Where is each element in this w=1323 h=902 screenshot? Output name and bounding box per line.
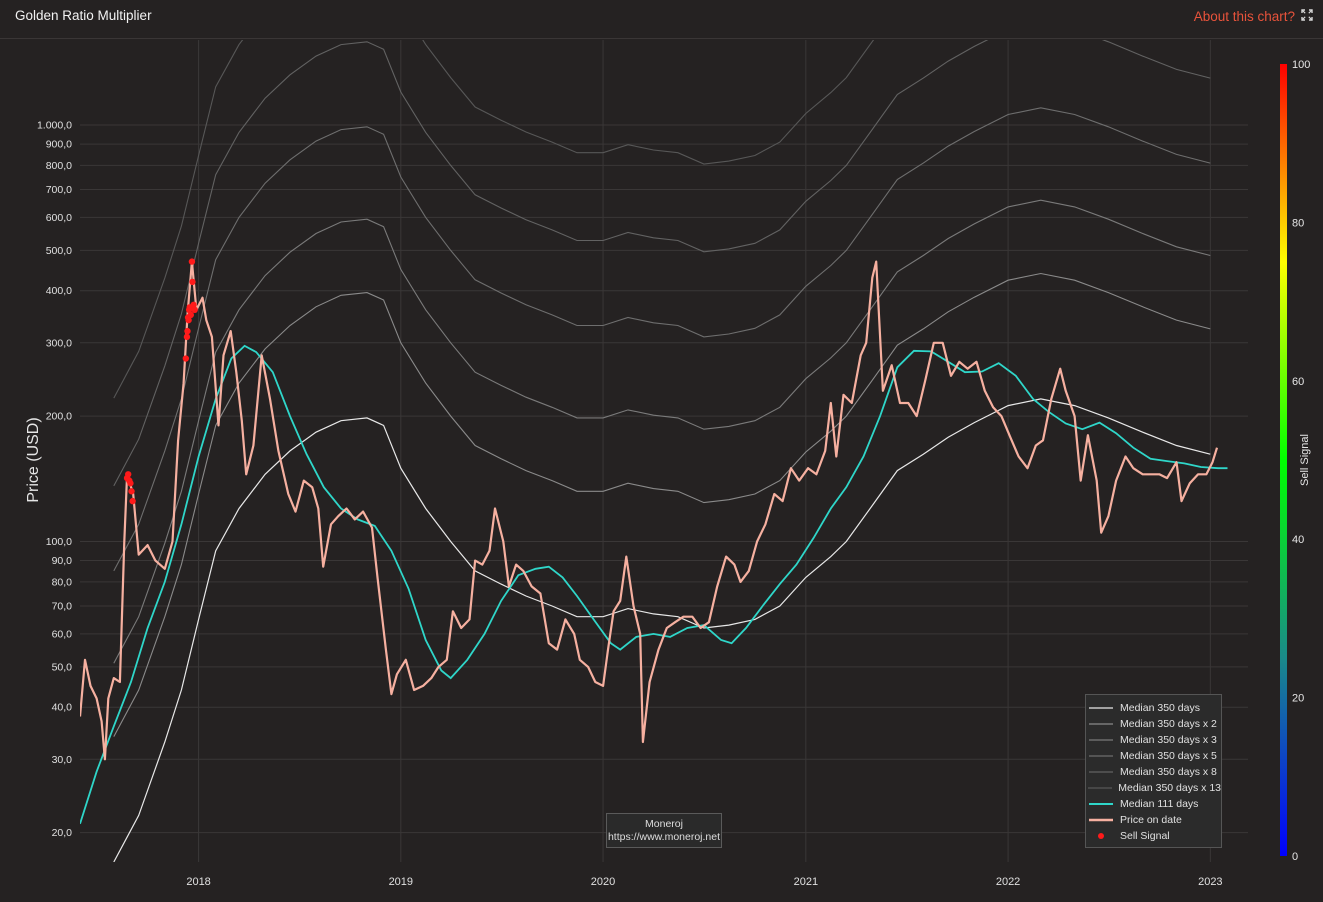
legend-swatch <box>1088 817 1114 823</box>
sell-signal-point <box>183 333 191 341</box>
legend-swatch <box>1088 737 1114 743</box>
y-tick-label: 200,0 <box>46 411 72 423</box>
y-tick-label: 900,0 <box>46 139 72 151</box>
sell-signal-point <box>182 355 190 362</box>
chart-header: Golden Ratio Multiplier About this chart… <box>0 0 1323 39</box>
median-350-x5-line <box>113 107 1211 572</box>
median-350-x3-line <box>113 199 1211 664</box>
expand-icon[interactable] <box>1301 9 1313 21</box>
colorbar-label: Sell Signal <box>1299 434 1311 486</box>
sell-signal-point <box>190 301 197 309</box>
legend-swatch <box>1088 801 1114 807</box>
colorbar-gradient <box>1280 64 1287 856</box>
y-tick-label: 70,0 <box>52 601 73 613</box>
median-350-x13-line <box>113 40 875 399</box>
y-tick-label: 700,0 <box>46 184 72 196</box>
y-axis-ticks: 20,0 30,0 40,0 50,0 60,0 70,0 80,0 90,0 100,0 200… <box>37 120 72 840</box>
sell-signal-point <box>187 311 195 319</box>
x-axis-ticks: 2018 2019 2020 2021 2022 2023 <box>186 876 1222 888</box>
y-tick-label: 30,0 <box>52 754 73 766</box>
legend-swatch <box>1088 769 1114 775</box>
sell-signal-colorbar <box>1280 64 1287 856</box>
y-tick-label: 40,0 <box>52 702 73 714</box>
legend-label: Price on date <box>1120 814 1182 826</box>
credit-box: Moneroj https://www.moneroj.net <box>606 813 722 848</box>
x-tick-label: 2022 <box>996 876 1020 888</box>
sell-signal-point <box>184 327 191 335</box>
legend-swatch <box>1088 705 1114 711</box>
credit-name: Moneroj <box>645 818 683 830</box>
sell-signal-point <box>125 471 132 478</box>
grid <box>80 40 1248 862</box>
y-tick-label: 20,0 <box>52 827 73 839</box>
sell-signal-point <box>189 278 196 286</box>
y-tick-label: 60,0 <box>52 628 73 640</box>
legend-label: Median 350 days x 2 <box>1120 718 1217 730</box>
sell-signal-point <box>191 306 198 314</box>
legend-label: Median 350 days x 13 <box>1118 782 1221 794</box>
y-tick-label: 400,0 <box>46 285 72 297</box>
price-line <box>80 260 1219 761</box>
sell-signal-point <box>129 497 136 505</box>
legend-item[interactable]: Median 111 days <box>1086 796 1221 812</box>
sell-signal-point <box>185 316 192 324</box>
y-axis-label: Price (USD) <box>25 417 42 502</box>
legend-item[interactable]: Sell Signal <box>1086 828 1221 844</box>
legend-label: Median 350 days x 8 <box>1120 766 1217 778</box>
legend-item[interactable]: Median 350 days x 2 <box>1086 716 1221 732</box>
legend-swatch <box>1088 832 1114 840</box>
colorbar-ticks: 0 20 40 60 80 100 <box>1292 59 1310 863</box>
legend-item[interactable]: Median 350 days x 8 <box>1086 764 1221 780</box>
legend-swatch <box>1088 753 1114 759</box>
median-350-x8-line <box>113 40 1211 487</box>
y-tick-label: 80,0 <box>52 576 73 588</box>
y-tick-label: 800,0 <box>46 160 72 172</box>
median-350-line <box>113 398 1211 862</box>
legend-swatch <box>1088 721 1114 727</box>
legend: Median 350 days Median 350 days x 2 Median… <box>1085 694 1222 848</box>
y-tick-label: 300,0 <box>46 337 72 349</box>
legend-swatch <box>1088 785 1113 791</box>
colorbar-tick-label: 0 <box>1292 851 1298 863</box>
legend-label: Median 350 days x 5 <box>1120 750 1217 762</box>
median-111-line <box>80 344 1228 825</box>
credit-url[interactable]: https://www.moneroj.net <box>607 831 721 843</box>
sell-signal-point <box>188 258 196 265</box>
legend-label: Sell Signal <box>1120 830 1170 842</box>
legend-item[interactable]: Median 350 days x 13 <box>1086 780 1221 796</box>
legend-item[interactable]: Price on date <box>1086 812 1221 828</box>
colorbar-tick-label: 80 <box>1292 217 1304 229</box>
y-tick-label: 100,0 <box>46 536 72 548</box>
about-chart-link[interactable]: About this chart? <box>1193 9 1295 24</box>
legend-item[interactable]: Median 350 days x 5 <box>1086 748 1221 764</box>
x-tick-label: 2019 <box>389 876 413 888</box>
y-tick-label: 90,0 <box>52 555 73 567</box>
legend-label: Median 111 days <box>1120 798 1199 810</box>
y-tick-label: 500,0 <box>46 245 72 257</box>
median-350-x2-line <box>113 272 1211 737</box>
colorbar-tick-label: 60 <box>1292 376 1304 388</box>
x-tick-label: 2018 <box>186 876 210 888</box>
x-tick-label: 2021 <box>794 876 818 888</box>
series <box>80 40 1228 862</box>
legend-item[interactable]: Median 350 days x 3 <box>1086 732 1221 748</box>
x-tick-label: 2020 <box>591 876 615 888</box>
colorbar-tick-label: 40 <box>1292 534 1304 546</box>
legend-item[interactable]: Median 350 days <box>1086 700 1221 716</box>
y-tick-label: 600,0 <box>46 212 72 224</box>
legend-label: Median 350 days <box>1120 702 1200 714</box>
x-tick-label: 2023 <box>1198 876 1222 888</box>
sell-signal-point <box>127 480 134 487</box>
y-tick-label: 1.000,0 <box>37 120 72 132</box>
colorbar-tick-label: 100 <box>1292 59 1310 71</box>
colorbar-tick-label: 20 <box>1292 693 1304 705</box>
y-tick-label: 50,0 <box>52 661 73 673</box>
sell-signal-point <box>128 488 135 495</box>
legend-label: Median 350 days x 3 <box>1120 734 1217 746</box>
chart-title: Golden Ratio Multiplier <box>15 8 152 23</box>
